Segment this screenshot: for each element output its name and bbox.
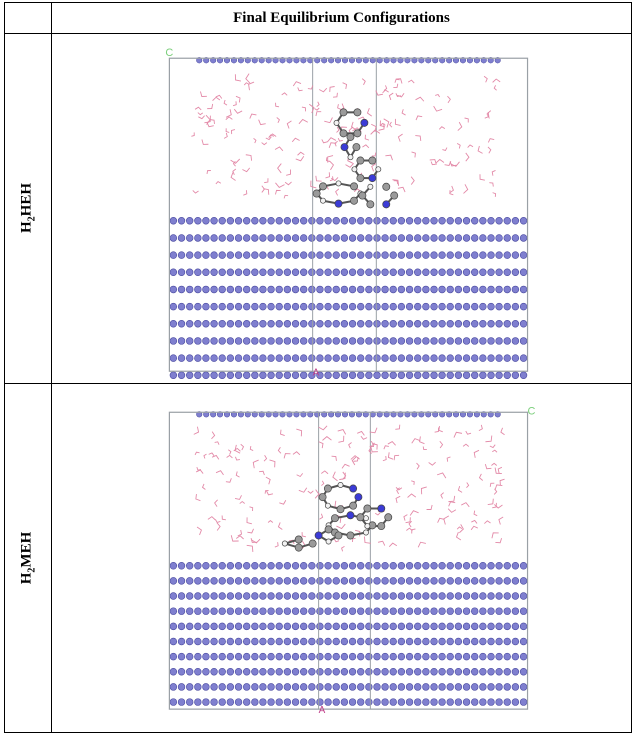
row-label-h2heh: H2HEH	[18, 183, 38, 234]
metal-slab	[169, 217, 528, 380]
row-label-h2meh: H2MEH	[18, 531, 38, 585]
table-header: Final Equilibrium Configurations	[51, 1, 632, 35]
simulation-snapshot-h2meh: CA	[168, 405, 536, 716]
results-table: Final Equilibrium Configurations H2HEH C…	[4, 1, 632, 734]
metal-slab	[169, 561, 528, 706]
corner-cell	[4, 1, 52, 35]
cell-axis-label: A	[319, 705, 326, 716]
row-label-cell-2: H2MEH	[4, 382, 52, 734]
simulation-snapshot-h2heh: CA	[165, 47, 529, 380]
cell-axis-label: A	[313, 368, 320, 379]
simulation-cell-box	[168, 411, 529, 710]
row-label-cell-1: H2HEH	[4, 33, 52, 384]
cell-corner-label: C	[528, 405, 536, 417]
inhibitor-molecule	[312, 108, 399, 209]
cell-corner-label: C	[165, 47, 173, 59]
water-molecules	[193, 424, 505, 552]
inhibitor-molecule	[281, 481, 393, 552]
